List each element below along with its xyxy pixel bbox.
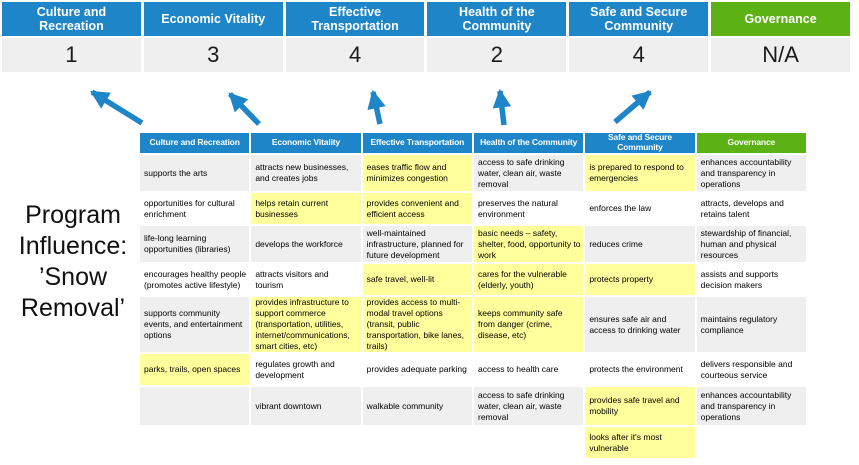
matrix-cell: provides convenient and efficient access xyxy=(362,193,472,224)
summary-category-safe-secure-community: Safe and Secure Community xyxy=(569,2,709,36)
matrix-cell: looks after it's most vulnerable xyxy=(585,427,695,458)
matrix-cell: safe travel, well-lit xyxy=(362,264,472,295)
program-title-line: ’Snow xyxy=(38,263,108,291)
matrix-cell: parks, trails, open spaces xyxy=(140,354,250,385)
matrix-cell xyxy=(140,387,250,425)
matrix-cell xyxy=(140,427,250,458)
matrix-cell: regulates growth and development xyxy=(251,354,361,385)
matrix-cell: walkable community xyxy=(362,387,472,425)
matrix-header-economic-vitality: Economic Vitality xyxy=(251,133,361,153)
summary-score-health-community: 2 xyxy=(427,38,567,72)
matrix-cell: stewardship of financial, human and phys… xyxy=(696,226,806,262)
matrix-cell: assists and supports decision makers xyxy=(696,264,806,295)
arrow-icon-culture xyxy=(90,89,144,126)
summary-strip: Culture and Recreation Economic Vitality… xyxy=(2,2,850,72)
summary-category-culture-recreation: Culture and Recreation xyxy=(2,2,141,36)
matrix-cell: supports community events, and entertain… xyxy=(140,297,250,352)
summary-score-culture-recreation: 1 xyxy=(2,38,141,72)
influence-matrix: Culture and Recreation Economic Vitality… xyxy=(140,133,806,458)
summary-category-governance: Governance xyxy=(711,2,850,36)
matrix-cell: is prepared to respond to emergencies xyxy=(585,155,695,191)
matrix-cell: develops the workforce xyxy=(251,226,361,262)
program-title-line: Program xyxy=(25,201,121,229)
matrix-cell: enhances accountability and transparency… xyxy=(696,155,806,191)
program-title-line: Influence: xyxy=(18,232,128,260)
program-title: Program Influence: ’Snow Removal’ xyxy=(0,200,146,324)
matrix-cell: access to health care xyxy=(474,354,584,385)
summary-score-effective-transportation: 4 xyxy=(285,38,425,72)
matrix-cell: preserves the natural environment xyxy=(474,193,584,224)
matrix-cell: maintains regulatory compliance xyxy=(696,297,806,352)
matrix-cell: provides access to multi-modal travel op… xyxy=(362,297,472,352)
matrix-cell: cares for the vulnerable (elderly, youth… xyxy=(474,264,584,295)
arrow-icon-economic xyxy=(228,92,261,126)
matrix-cell: delivers responsible and courteous servi… xyxy=(696,354,806,385)
matrix-header-culture-recreation: Culture and Recreation xyxy=(140,133,250,153)
matrix-header-safe-secure-community: Safe and Secure Community xyxy=(585,133,695,153)
matrix-cell xyxy=(474,427,584,458)
matrix-cell: eases traffic flow and minimizes congest… xyxy=(362,155,472,191)
summary-score-governance: N/A xyxy=(711,38,850,72)
matrix-cell: provides safe travel and mobility xyxy=(585,387,695,425)
matrix-cell: helps retain current businesses xyxy=(251,193,361,224)
matrix-cell xyxy=(362,427,472,458)
matrix-cell xyxy=(696,427,806,458)
matrix-cell: well-maintained infrastructure, planned … xyxy=(362,226,472,262)
matrix-header-health-community: Health of the Community xyxy=(474,133,584,153)
matrix-cell: access to safe drinking water, clean air… xyxy=(474,155,584,191)
matrix-cell: life-long learning opportunities (librar… xyxy=(140,226,250,262)
matrix-cell: enforces the law xyxy=(585,193,695,224)
arrow-icon-health xyxy=(492,88,512,126)
matrix-cell: provides infrastructure to support comme… xyxy=(251,297,361,352)
arrow-icon-transportation xyxy=(367,89,386,125)
matrix-cell: protects the environment xyxy=(585,354,695,385)
matrix-cell xyxy=(251,427,361,458)
matrix-cell: access to safe drinking water, clean air… xyxy=(474,387,584,425)
matrix-cell: vibrant downtown xyxy=(251,387,361,425)
matrix-header-effective-transportation: Effective Transportation xyxy=(362,133,472,153)
summary-score-economic-vitality: 3 xyxy=(143,38,283,72)
matrix-cell: reduces crime xyxy=(585,226,695,262)
summary-score-safe-secure-community: 4 xyxy=(569,38,709,72)
matrix-cell: attracts new businesses, and creates job… xyxy=(251,155,361,191)
summary-category-health-community: Health of the Community xyxy=(427,2,567,36)
summary-category-effective-transportation: Effective Transportation xyxy=(285,2,425,36)
matrix-header-governance: Governance xyxy=(696,133,806,153)
arrow-icon-safe-secure xyxy=(613,89,652,125)
matrix-cell: basic needs – safety, shelter, food, opp… xyxy=(474,226,584,262)
matrix-cell: keeps community safe from danger (crime,… xyxy=(474,297,584,352)
matrix-cell: protects property xyxy=(585,264,695,295)
matrix-cell: attracts, develops and retains talent xyxy=(696,193,806,224)
matrix-cell: provides adequate parking xyxy=(362,354,472,385)
summary-category-economic-vitality: Economic Vitality xyxy=(143,2,283,36)
matrix-cell: supports the arts xyxy=(140,155,250,191)
matrix-cell: encourages healthy people (promotes acti… xyxy=(140,264,250,295)
matrix-cell: opportunities for cultural enrichment xyxy=(140,193,250,224)
matrix-cell: ensures safe air and access to drinking … xyxy=(585,297,695,352)
matrix-cell: attracts visitors and tourism xyxy=(251,264,361,295)
program-title-line: Removal’ xyxy=(20,294,126,322)
matrix-cell: enhances accountability and transparency… xyxy=(696,387,806,425)
